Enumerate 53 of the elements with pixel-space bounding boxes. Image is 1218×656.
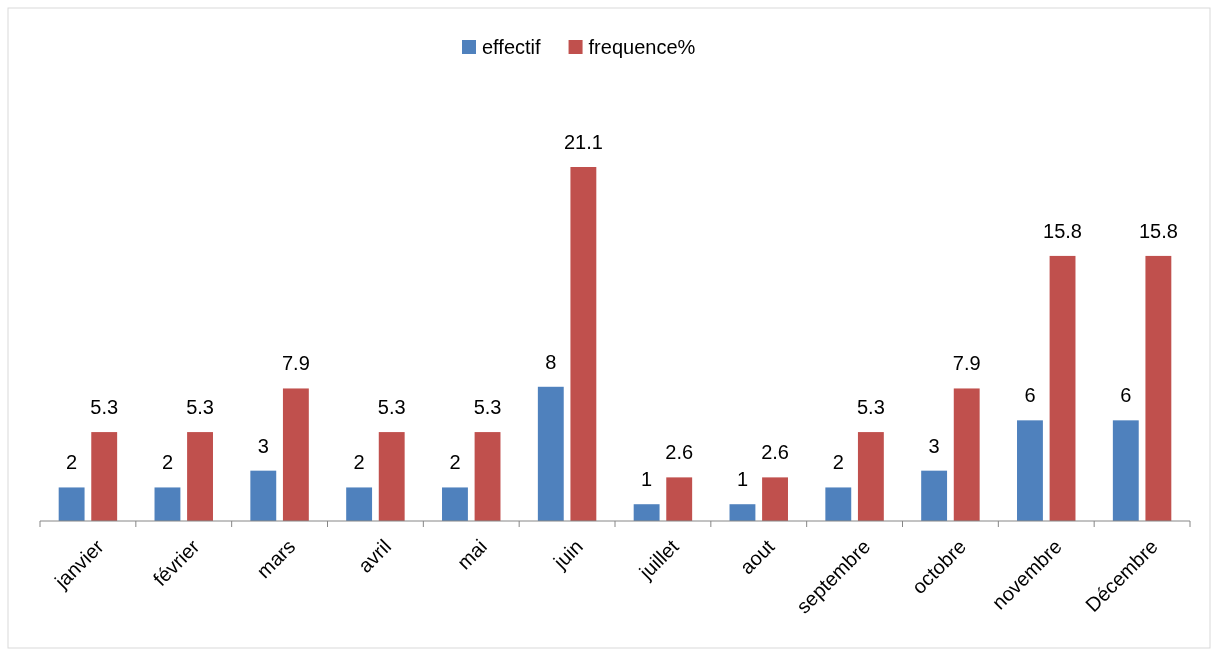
data-label: 2 xyxy=(161,451,174,474)
bar xyxy=(474,432,501,521)
bar xyxy=(1017,420,1043,521)
bar xyxy=(58,487,85,521)
legend-label: effectif xyxy=(482,36,541,58)
bar xyxy=(154,487,181,521)
data-label: 3 xyxy=(257,434,269,457)
bar xyxy=(1049,255,1076,521)
bar xyxy=(729,504,756,521)
data-label: 3 xyxy=(928,434,940,457)
bar xyxy=(953,388,980,521)
x-tick-label: juin xyxy=(548,535,587,574)
bar xyxy=(346,487,373,521)
bar xyxy=(378,432,405,521)
data-label: 6 xyxy=(1024,384,1036,407)
data-label: 2.6 xyxy=(761,441,789,464)
legend-label: frequence% xyxy=(588,36,696,58)
bar xyxy=(570,167,597,521)
data-label: 1 xyxy=(736,468,749,491)
data-label: 5.3 xyxy=(377,396,406,419)
bar xyxy=(633,504,660,521)
data-label: 8 xyxy=(545,350,557,373)
x-tick-label: mai xyxy=(452,535,492,574)
bar xyxy=(825,487,852,521)
data-label: 2 xyxy=(832,451,844,474)
data-label: 5.3 xyxy=(186,396,214,419)
data-label: 1 xyxy=(641,468,653,491)
data-label: 2.6 xyxy=(665,441,694,464)
data-label: 5.3 xyxy=(856,396,885,419)
bar xyxy=(250,470,277,521)
bar xyxy=(1145,255,1172,521)
bar xyxy=(91,432,118,521)
data-label: 2 xyxy=(449,451,461,474)
data-label: 6 xyxy=(1120,384,1132,407)
bar xyxy=(282,388,309,521)
data-label: 2 xyxy=(66,451,78,474)
data-label: 2 xyxy=(353,451,365,474)
data-label: 21.1 xyxy=(563,131,603,153)
bar xyxy=(921,470,948,521)
data-label: 7.9 xyxy=(281,352,310,375)
data-label: 15.8 xyxy=(1138,219,1178,242)
data-label: 5.3 xyxy=(473,396,502,419)
data-label: 7.9 xyxy=(952,352,981,375)
bar xyxy=(857,432,884,521)
data-label: 15.8 xyxy=(1043,219,1083,242)
bar xyxy=(666,477,693,521)
bar xyxy=(442,487,468,521)
bar xyxy=(1112,420,1139,521)
bar xyxy=(537,386,564,521)
bar xyxy=(762,477,788,521)
data-label: 5.3 xyxy=(90,396,119,419)
x-tick-label: aout xyxy=(735,534,779,579)
bar xyxy=(187,432,213,521)
